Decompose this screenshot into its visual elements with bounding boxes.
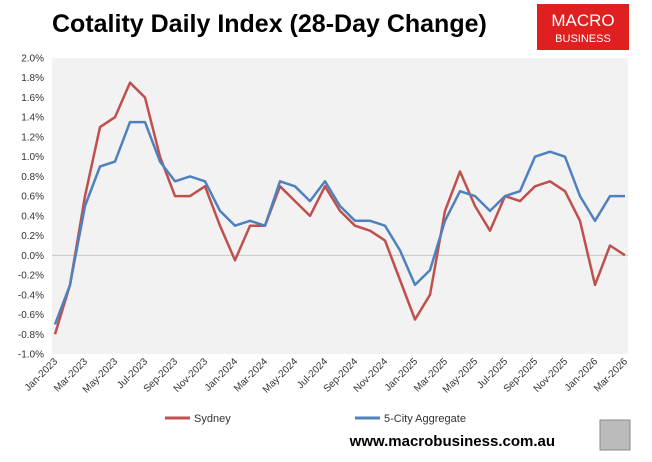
y-tick-label: -0.4% xyxy=(18,290,44,301)
series-line xyxy=(53,120,625,325)
y-tick-label: -0.8% xyxy=(18,330,44,341)
y-tick-label: 2.0% xyxy=(21,54,44,65)
y-tick-label: 0.0% xyxy=(21,251,44,262)
y-tick-label: 0.4% xyxy=(21,211,44,222)
y-tick-label: 0.6% xyxy=(21,192,44,203)
logo-text: MACRO xyxy=(551,11,614,30)
logo-text: BUSINESS xyxy=(555,33,611,45)
y-tick-label: -0.2% xyxy=(18,271,44,282)
y-tick-label: 1.0% xyxy=(21,152,44,163)
y-tick-label: 1.2% xyxy=(21,132,44,143)
y-tick-label: 0.2% xyxy=(21,231,44,242)
y-tick-label: 0.8% xyxy=(21,172,44,183)
wolf-icon xyxy=(599,419,631,451)
legend-label: Sydney xyxy=(194,413,231,425)
series-line xyxy=(53,81,626,335)
y-tick-label: 1.4% xyxy=(21,113,44,124)
x-tick-label: Mar-2026 xyxy=(592,356,630,394)
y-tick-label: 1.8% xyxy=(21,73,44,84)
y-tick-label: -1.0% xyxy=(18,350,44,361)
footer: www.macrobusiness.com.au xyxy=(349,433,555,450)
y-tick-label: -0.6% xyxy=(18,310,44,321)
logo-box xyxy=(537,4,629,50)
legend-label: 5-City Aggregate xyxy=(384,413,466,425)
chart-title: Cotality Daily Index (28-Day Change) xyxy=(52,10,487,38)
y-tick-label: 1.6% xyxy=(21,93,44,104)
